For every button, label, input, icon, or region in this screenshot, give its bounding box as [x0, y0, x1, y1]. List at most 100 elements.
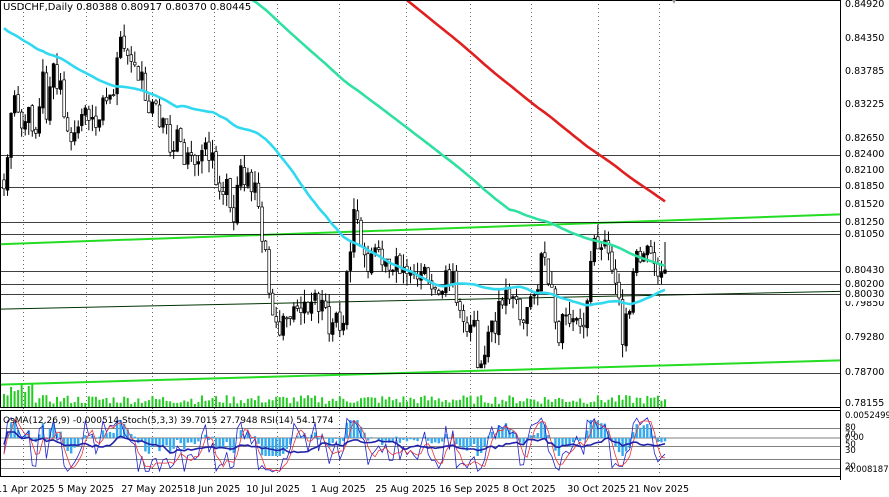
volume-bar — [162, 397, 165, 407]
candle-body — [161, 118, 165, 128]
candle-body — [366, 253, 370, 272]
candle-body — [550, 284, 554, 288]
volume-bar — [218, 402, 221, 407]
candle-body — [663, 269, 667, 274]
volume-bar — [352, 402, 355, 407]
volume-bar — [451, 399, 454, 407]
osma-bar — [24, 434, 27, 438]
volume-bar — [469, 395, 472, 407]
y-tick-label: 0.83225 — [845, 98, 885, 110]
candle-body — [302, 301, 307, 314]
osma-bar — [285, 438, 288, 449]
volume-bar — [646, 396, 649, 407]
candle-body — [437, 290, 441, 295]
candle-body — [497, 301, 501, 336]
candle-body — [560, 314, 565, 344]
osma-bar — [586, 430, 589, 438]
osma-bar — [229, 438, 232, 451]
volume-bar — [430, 396, 433, 407]
volume-bar — [48, 401, 51, 407]
volume-bar — [303, 398, 306, 407]
volume-bar — [610, 397, 613, 407]
osma-bar — [472, 438, 476, 444]
volume-bar — [264, 402, 267, 407]
candle-body — [599, 247, 604, 250]
candle-body — [65, 117, 70, 132]
volume-bar — [512, 397, 515, 407]
osma-bar — [423, 436, 426, 438]
osma-bar — [593, 420, 596, 438]
level-label: 0.78700 — [841, 366, 889, 380]
volume-bar — [370, 397, 373, 407]
candle-body — [228, 178, 232, 208]
candle-body — [377, 247, 381, 250]
candle-body — [111, 94, 116, 97]
candle-body — [260, 206, 264, 242]
x-tick-label: 21 Nov 2025 — [628, 484, 690, 495]
osma-bar — [578, 438, 582, 441]
candle-body — [20, 111, 24, 129]
volume-bar — [642, 403, 645, 407]
osma-bar — [55, 433, 59, 438]
volume-bar — [13, 391, 16, 407]
candle-body — [292, 306, 296, 320]
osma-bar — [84, 435, 87, 438]
candle-body — [221, 191, 225, 196]
osma-bar — [59, 431, 62, 438]
volume-bar — [211, 398, 214, 407]
osma-bar — [426, 438, 430, 441]
volume-bar — [437, 398, 440, 407]
candle-body — [168, 124, 172, 153]
level-label: 0.80200 — [841, 277, 889, 291]
volume-bar — [413, 399, 416, 407]
osma-bar — [342, 438, 345, 442]
level-label: 0.80030 — [841, 287, 889, 301]
volume-bar — [243, 402, 246, 407]
y-tick-label: 0.79280 — [845, 331, 885, 343]
volume-bar — [614, 401, 617, 407]
candle-body — [645, 245, 649, 256]
osma-bar — [16, 430, 20, 438]
osma-bar — [306, 437, 310, 438]
indicator-title: OsMA(12,26,9) -0.000514 Stoch(5,3,3) 39.… — [3, 416, 334, 426]
osma-bar — [642, 425, 645, 438]
candle-body — [2, 179, 6, 190]
y-tick-label: 0.84350 — [845, 32, 885, 44]
volume-bar — [462, 395, 465, 407]
volume-bar — [190, 398, 193, 407]
volume-bar — [508, 395, 511, 407]
volume-bar — [208, 400, 211, 407]
volume-bar — [3, 393, 5, 407]
volume-bar — [169, 401, 172, 407]
candle-body — [51, 63, 56, 88]
volume-bar — [536, 401, 539, 407]
candle-body — [433, 287, 437, 290]
volume-bar — [186, 401, 189, 407]
volume-bar — [10, 386, 13, 407]
volume-bar — [476, 396, 479, 407]
indicator-tick-label: 70 — [845, 430, 856, 440]
candle-body — [430, 280, 434, 290]
volume-bar — [529, 399, 532, 407]
osma-bar — [444, 434, 448, 438]
volume-bar — [299, 395, 302, 407]
candle-body — [649, 246, 653, 254]
candle-body — [553, 288, 558, 323]
moving-averages — [3, 0, 666, 307]
candle-body — [108, 94, 112, 100]
candle-body — [461, 310, 466, 322]
candle-body — [355, 210, 360, 220]
osma-bar — [38, 434, 41, 438]
indicator-tick-label: 20 — [845, 462, 856, 472]
volume-bar — [448, 402, 451, 407]
osma-bar — [603, 423, 607, 438]
osma-bar — [161, 438, 165, 446]
candle-body — [578, 318, 582, 327]
candle-body — [422, 266, 427, 274]
osma-bar — [437, 438, 440, 444]
candle-body — [274, 316, 278, 323]
volume-bar — [547, 399, 550, 407]
candle-body — [200, 150, 204, 162]
osma-bar — [522, 438, 525, 444]
